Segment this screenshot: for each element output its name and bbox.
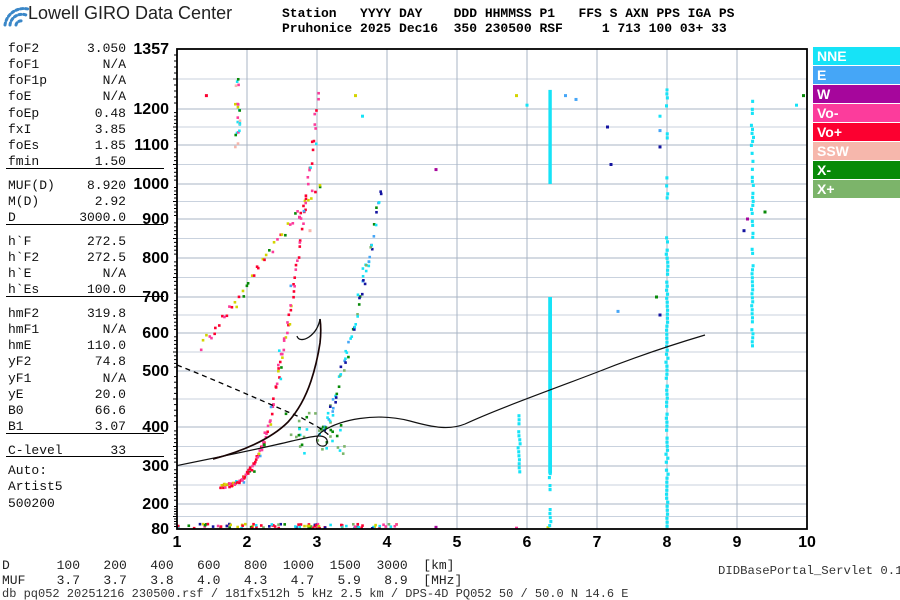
svg-text:800: 800: [142, 250, 169, 267]
svg-text:500: 500: [142, 363, 169, 380]
svg-text:700: 700: [142, 289, 169, 306]
svg-text:5: 5: [453, 534, 462, 551]
svg-text:200: 200: [142, 496, 169, 513]
svg-text:9: 9: [733, 534, 742, 551]
svg-text:6: 6: [523, 534, 532, 551]
svg-text:10: 10: [798, 534, 816, 551]
svg-text:1357: 1357: [133, 41, 169, 58]
svg-text:3: 3: [313, 534, 322, 551]
svg-text:1200: 1200: [133, 101, 169, 118]
svg-text:80: 80: [151, 521, 169, 538]
svg-text:1100: 1100: [134, 137, 169, 154]
svg-text:2: 2: [243, 534, 252, 551]
svg-text:300: 300: [142, 458, 169, 475]
svg-text:600: 600: [142, 325, 169, 342]
svg-text:7: 7: [593, 534, 602, 551]
svg-text:1: 1: [173, 534, 182, 551]
svg-text:8: 8: [663, 534, 672, 551]
svg-text:1000: 1000: [133, 176, 169, 193]
svg-text:4: 4: [383, 534, 392, 551]
svg-text:900: 900: [142, 211, 169, 228]
svg-text:400: 400: [142, 419, 169, 436]
